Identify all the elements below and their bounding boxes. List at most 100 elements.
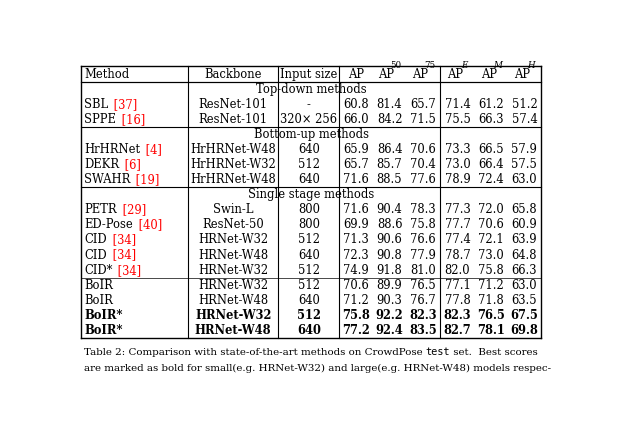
Text: 81.4: 81.4 [377, 98, 403, 111]
Text: [34]: [34] [109, 249, 136, 261]
Text: [4]: [4] [142, 143, 162, 156]
Text: 512: 512 [298, 158, 320, 171]
Text: HRNet-W48: HRNet-W48 [198, 294, 268, 307]
Text: 75.8: 75.8 [342, 309, 370, 322]
Text: Backbone: Backbone [205, 68, 262, 80]
Text: 512: 512 [298, 279, 320, 292]
Text: CID: CID [84, 233, 107, 246]
Text: 76.5: 76.5 [477, 309, 505, 322]
Text: AP: AP [378, 68, 394, 80]
Text: 63.0: 63.0 [511, 279, 537, 292]
Text: 70.6: 70.6 [410, 143, 436, 156]
Text: 50: 50 [390, 61, 401, 70]
Text: 71.5: 71.5 [410, 113, 436, 126]
Text: BoIR: BoIR [84, 279, 113, 292]
Text: 71.6: 71.6 [343, 203, 369, 216]
Text: 90.6: 90.6 [376, 233, 403, 246]
Text: 512: 512 [297, 309, 321, 322]
Text: 84.2: 84.2 [377, 113, 403, 126]
Text: DEKR: DEKR [84, 158, 119, 171]
Text: 82.3: 82.3 [444, 309, 471, 322]
Text: 69.9: 69.9 [343, 218, 369, 231]
Text: 78.3: 78.3 [410, 203, 436, 216]
Text: HRNet-W32: HRNet-W32 [198, 264, 268, 276]
Text: HrHRNet: HrHRNet [84, 143, 140, 156]
Text: 66.3: 66.3 [511, 264, 537, 276]
Text: AP: AP [348, 68, 364, 80]
Text: 65.7: 65.7 [410, 98, 436, 111]
Text: 64.8: 64.8 [511, 249, 537, 261]
Text: H: H [527, 61, 534, 70]
Text: 66.3: 66.3 [479, 113, 504, 126]
Text: [34]: [34] [109, 233, 136, 246]
Text: 800: 800 [298, 218, 320, 231]
Text: 81.0: 81.0 [410, 264, 436, 276]
Text: AP: AP [514, 68, 530, 80]
Text: Bottom-up methods: Bottom-up methods [253, 128, 369, 141]
Text: 72.0: 72.0 [478, 203, 504, 216]
Text: 77.1: 77.1 [445, 279, 470, 292]
Text: 73.0: 73.0 [478, 249, 504, 261]
Text: Top-down methods: Top-down methods [256, 83, 367, 95]
Text: 71.3: 71.3 [343, 233, 369, 246]
Text: 57.9: 57.9 [511, 143, 538, 156]
Text: 320× 256: 320× 256 [280, 113, 337, 126]
Text: 89.9: 89.9 [376, 279, 403, 292]
Text: -: - [307, 98, 311, 111]
Text: 78.1: 78.1 [477, 324, 505, 337]
Text: 76.5: 76.5 [410, 279, 436, 292]
Text: BoIR*: BoIR* [84, 324, 122, 337]
Text: 63.0: 63.0 [511, 173, 537, 186]
Text: 90.3: 90.3 [376, 294, 403, 307]
Text: 82.3: 82.3 [410, 309, 437, 322]
Text: PETR: PETR [84, 203, 116, 216]
Text: 78.7: 78.7 [445, 249, 470, 261]
Text: [16]: [16] [118, 113, 145, 126]
Text: 92.4: 92.4 [376, 324, 403, 337]
Text: 77.8: 77.8 [445, 294, 470, 307]
Text: 60.8: 60.8 [343, 98, 369, 111]
Text: Input size: Input size [280, 68, 337, 80]
Text: 51.2: 51.2 [511, 98, 538, 111]
Text: 77.7: 77.7 [445, 218, 470, 231]
Text: 640: 640 [298, 143, 320, 156]
Text: 75: 75 [424, 61, 435, 70]
Text: Single stage methods: Single stage methods [248, 188, 374, 201]
Text: 90.8: 90.8 [376, 249, 403, 261]
Text: 88.6: 88.6 [377, 218, 403, 231]
Text: 512: 512 [298, 233, 320, 246]
Text: HRNet-W32: HRNet-W32 [198, 279, 268, 292]
Text: [29]: [29] [118, 203, 146, 216]
Text: 640: 640 [297, 324, 321, 337]
Text: 75.8: 75.8 [478, 264, 504, 276]
Text: 92.2: 92.2 [376, 309, 403, 322]
Text: HRNet-W48: HRNet-W48 [195, 324, 271, 337]
Text: AP: AP [447, 68, 463, 80]
Text: 75.5: 75.5 [445, 113, 470, 126]
Text: 69.8: 69.8 [511, 324, 538, 337]
Text: 65.8: 65.8 [511, 203, 537, 216]
Text: 67.5: 67.5 [511, 309, 538, 322]
Text: 70.6: 70.6 [478, 218, 504, 231]
Text: CID: CID [84, 249, 107, 261]
Text: 77.9: 77.9 [410, 249, 436, 261]
Text: CID*: CID* [84, 264, 113, 276]
Text: Table 2: Comparison with state-of-the-art methods on CrowdPose: Table 2: Comparison with state-of-the-ar… [84, 348, 426, 357]
Text: HRNet-W32: HRNet-W32 [198, 233, 268, 246]
Text: [19]: [19] [132, 173, 160, 186]
Text: 91.8: 91.8 [376, 264, 403, 276]
Text: are marked as bold for small(e.g. HRNet-W32) and large(e.g. HRNet-W48) models re: are marked as bold for small(e.g. HRNet-… [84, 364, 551, 373]
Text: 512: 512 [298, 264, 320, 276]
Text: Method: Method [84, 68, 129, 80]
Text: ED-Pose: ED-Pose [84, 218, 132, 231]
Text: SPPE: SPPE [84, 113, 116, 126]
Text: test: test [426, 347, 451, 357]
Text: ResNet-101: ResNet-101 [198, 98, 268, 111]
Text: 63.5: 63.5 [511, 294, 537, 307]
Text: HRNet-W48: HRNet-W48 [198, 249, 268, 261]
Text: 60.9: 60.9 [511, 218, 538, 231]
Text: 76.7: 76.7 [410, 294, 436, 307]
Text: 72.4: 72.4 [478, 173, 504, 186]
Text: 61.2: 61.2 [478, 98, 504, 111]
Text: 63.9: 63.9 [511, 233, 537, 246]
